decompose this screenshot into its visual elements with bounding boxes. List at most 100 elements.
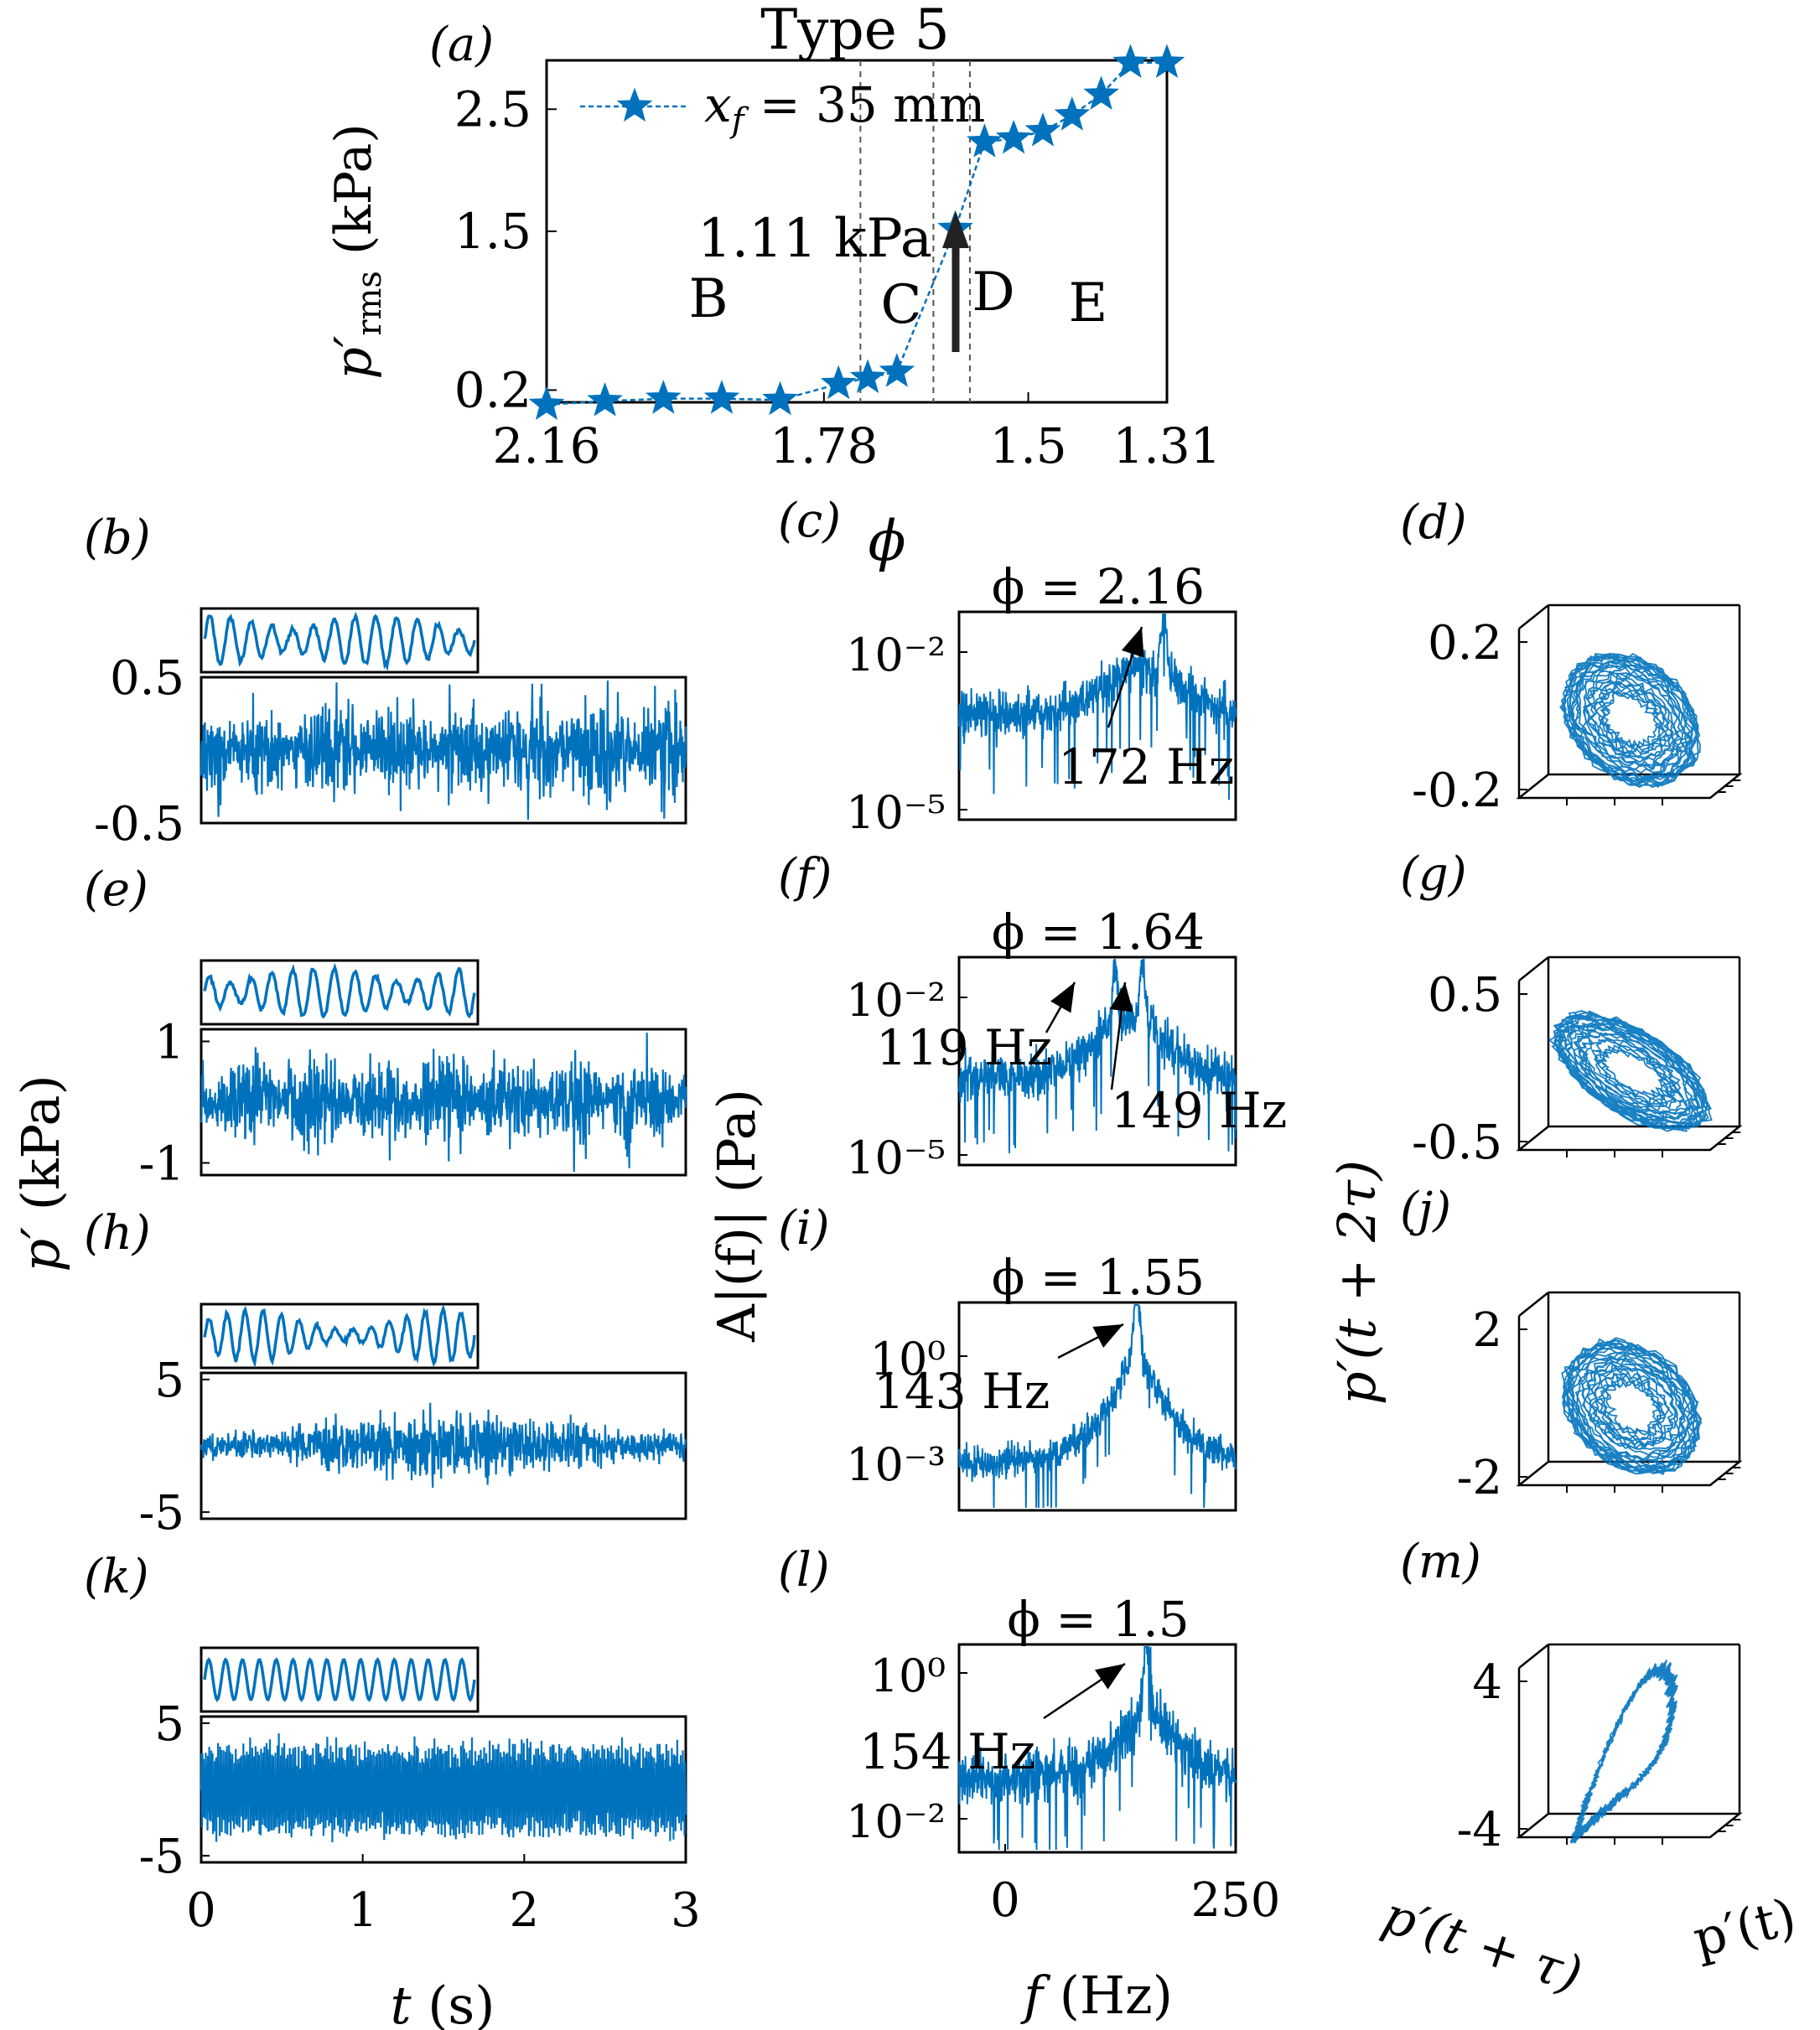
y-tick-label: -1	[138, 1137, 184, 1192]
panel-l-title: ϕ = 1.5	[1007, 1591, 1189, 1648]
panel-k-inset-signal	[203, 1657, 476, 1702]
x-tick-label-1: 1	[348, 1883, 378, 1938]
data-point-4	[703, 380, 740, 414]
data-point-10	[967, 123, 1003, 158]
panel-k: 5 -5 (k) 0 1 2 3 t (s)	[84, 1550, 701, 2030]
series-line	[546, 61, 1167, 407]
panel-c-label: (c)	[778, 494, 841, 548]
region-label-E: E	[1069, 272, 1108, 334]
panel-c-title: ϕ = 2.16	[992, 558, 1205, 615]
peak-label-143: 143 Hz	[874, 1363, 1050, 1420]
y-tick-label-1.5: 1.5	[454, 203, 531, 260]
data-point-5	[762, 381, 798, 416]
panel-i-label: (i)	[778, 1201, 830, 1256]
panel-f-spectrum	[958, 959, 1237, 1153]
panel-i-spectrum	[958, 1304, 1237, 1509]
x-tick-label-3: 3	[671, 1883, 701, 1938]
peak-arrowhead-149	[1109, 982, 1133, 1012]
peak-label-172: 172 Hz	[1058, 738, 1234, 795]
y-tick-label: 10⁻²	[846, 629, 946, 681]
z-tick-label: -2	[1456, 1451, 1502, 1505]
panel-m-xlabel-axis: p′(t)	[1688, 1888, 1802, 1970]
y-tick-label: 5	[154, 1354, 184, 1408]
panel-m-floor	[1516, 1812, 1743, 1839]
back-edge	[1518, 1292, 1549, 1317]
panel-c-spectrum	[958, 614, 1237, 800]
x-tick-label-2: 2	[510, 1883, 540, 1938]
panel-h: 5 -5 (h)	[84, 1206, 687, 1541]
back-edge	[1518, 1644, 1549, 1669]
z-tick-label: 4	[1472, 1655, 1502, 1710]
panel-d: 0.2 -0.2 (d)	[1400, 495, 1743, 818]
data-point-7	[849, 359, 886, 393]
panel-i-title: ϕ = 1.55	[992, 1249, 1205, 1306]
panel-g-label: (g)	[1400, 847, 1467, 902]
y-tick-label: 10⁰	[870, 1649, 946, 1702]
panel-e: 1 -1 (e)	[84, 862, 687, 1192]
panel-j-label: (j)	[1400, 1183, 1451, 1237]
shared-labels: p′ (kPa) A|(f)| (Pa) p′(t + 2τ)	[10, 1075, 1387, 1405]
panel-f: 10⁻² 10⁻⁵ 119 Hz 149 Hz ϕ = 1.64 (f)	[778, 849, 1287, 1184]
panel-a-xlabel: ϕ	[869, 509, 906, 573]
peak-label-119: 119 Hz	[876, 1019, 1052, 1076]
panel-g-floor	[1516, 1125, 1743, 1152]
panel-c: 10⁻² 10⁻⁵ 172 Hz ϕ = 2.16 (c)	[778, 494, 1237, 839]
data-point-15	[1112, 44, 1149, 79]
panel-k-xlabel: t (s)	[391, 1975, 495, 2030]
panel-f-title: ϕ = 1.64	[992, 904, 1205, 961]
data-point-16	[1149, 44, 1185, 79]
y-tick-label-2.5: 2.5	[454, 80, 531, 137]
panel-d-attractor	[1559, 652, 1701, 789]
panel-g-attractor	[1548, 1010, 1713, 1132]
peak-arrowhead-154	[1094, 1664, 1125, 1690]
x-tick-label-1.31: 1.31	[1112, 417, 1221, 474]
panel-m-ylabel-axis: p′(t + τ)	[1376, 1886, 1589, 2005]
y-tick-label: -0.5	[94, 797, 184, 852]
panel-f-label: (f)	[778, 849, 832, 904]
panel-d-label: (d)	[1400, 495, 1467, 550]
panel-j: 2 -2 (j)	[1400, 1183, 1743, 1505]
panel-b: 0.5 -0.5 (b)	[84, 510, 687, 852]
data-point-3	[645, 380, 682, 414]
panel-f-axes-box	[957, 955, 1237, 1167]
back-edge	[1518, 956, 1549, 981]
y-tick-label: 10⁻⁵	[846, 786, 946, 839]
phase-zlabel: p′(t + 2τ)	[1326, 1160, 1387, 1405]
panel-l-xlabel: f (Hz)	[1020, 1965, 1173, 2026]
panel-b-signal	[200, 680, 687, 821]
x-tick-label-250: 250	[1191, 1873, 1281, 1928]
x-tick-label-0: 0	[186, 1883, 216, 1938]
panel-k-label: (k)	[84, 1550, 149, 1604]
panel-b-label: (b)	[84, 510, 151, 565]
peak-arrowhead-119	[1050, 982, 1075, 1013]
region-label-C: C	[881, 274, 922, 336]
peak-label-149: 149 Hz	[1111, 1082, 1287, 1139]
y-tick-label: 10⁻²	[846, 1795, 946, 1848]
z-tick-label: -0.2	[1412, 764, 1502, 818]
panel-h-inset-signal	[203, 1303, 476, 1369]
y-tick-label: 10⁻³	[846, 1438, 946, 1491]
legend-text: xf = 35 mm	[704, 76, 985, 140]
z-tick-label: -4	[1456, 1803, 1502, 1857]
legend-marker	[616, 87, 653, 122]
panel-h-label: (h)	[84, 1206, 151, 1261]
panel-j-attractor	[1561, 1337, 1703, 1476]
data-point-13	[1054, 96, 1091, 131]
x-tick-label-2.16: 2.16	[492, 417, 600, 474]
panel-h-signal	[200, 1402, 687, 1489]
peak-arrowhead-143	[1092, 1324, 1123, 1348]
panel-e-inset-signal	[203, 962, 476, 1019]
data-point-14	[1083, 75, 1119, 110]
region-label-D: D	[972, 262, 1014, 324]
jump-annotation: 1.11 kPa	[697, 208, 932, 270]
panel-b-inset-signal	[203, 611, 476, 672]
y-tick-label: 10⁻²	[846, 974, 946, 1027]
data-point-2	[587, 382, 623, 417]
panel-g: 0.5 -0.5 (g)	[1400, 847, 1743, 1170]
x-tick-label-1.5: 1.5	[989, 417, 1066, 474]
data-point-1	[528, 386, 565, 421]
panel-m-attractor	[1569, 1659, 1679, 1844]
data-point-12	[1024, 112, 1061, 147]
panel-m-label: (m)	[1400, 1535, 1481, 1589]
